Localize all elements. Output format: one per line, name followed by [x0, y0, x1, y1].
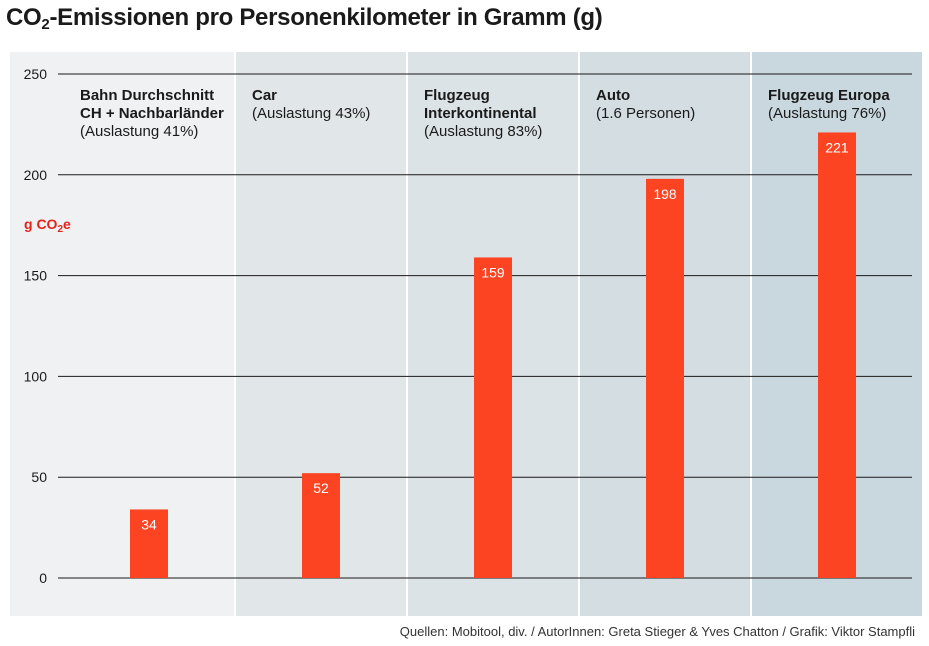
title-suffix: -Emissionen pro Personenkilometer in Gra… — [49, 4, 603, 31]
y-tick-label: 50 — [31, 469, 47, 485]
bar-value-label: 159 — [481, 264, 505, 280]
bars: 34 52 159 198 221 — [130, 132, 856, 579]
y-tick-label: 0 — [39, 570, 47, 586]
category-name-line2: Interkontinental — [424, 105, 537, 122]
y-unit-subscript: 2 — [57, 224, 63, 235]
category-name: Flugzeug — [424, 87, 490, 104]
bar — [474, 257, 512, 578]
bar — [130, 509, 168, 578]
bar — [818, 132, 856, 579]
category-name: Bahn Durchschnitt — [80, 87, 214, 104]
category-detail: (1.6 Personen) — [596, 105, 695, 122]
category-detail: (Auslastung 76%) — [768, 105, 886, 122]
axis-panel-background — [10, 52, 64, 616]
category-name-line2: CH + Nachbarländer — [80, 105, 224, 122]
y-tick-label: 150 — [24, 268, 48, 284]
category-name: Car — [252, 87, 277, 104]
title-subscript: 2 — [41, 16, 50, 33]
title-prefix: CO — [6, 4, 42, 31]
y-unit-prefix: g CO — [24, 216, 58, 232]
bar-value-label: 198 — [653, 186, 677, 202]
bar-value-label: 52 — [313, 480, 329, 496]
bar — [646, 178, 684, 578]
y-unit-label: g CO2e — [24, 216, 71, 235]
bar — [302, 473, 340, 578]
category-name: Auto — [596, 87, 630, 104]
y-unit-suffix: e — [63, 216, 71, 232]
category-detail: (Auslastung 43%) — [252, 105, 370, 122]
y-tick-label: 200 — [24, 167, 48, 183]
bar-value-label: 34 — [141, 516, 157, 532]
category-detail: (Auslastung 83%) — [424, 123, 542, 140]
category-detail: (Auslastung 41%) — [80, 123, 198, 140]
category-name: Flugzeug Europa — [768, 87, 890, 104]
bar-value-label: 221 — [825, 139, 849, 155]
y-tick-label: 100 — [24, 368, 48, 384]
y-tick-label: 250 — [24, 66, 48, 82]
source-credit: Quellen: Mobitool, div. / AutorInnen: Gr… — [399, 624, 915, 639]
chart-title: CO2-Emissionen pro Personenkilometer in … — [6, 4, 603, 33]
